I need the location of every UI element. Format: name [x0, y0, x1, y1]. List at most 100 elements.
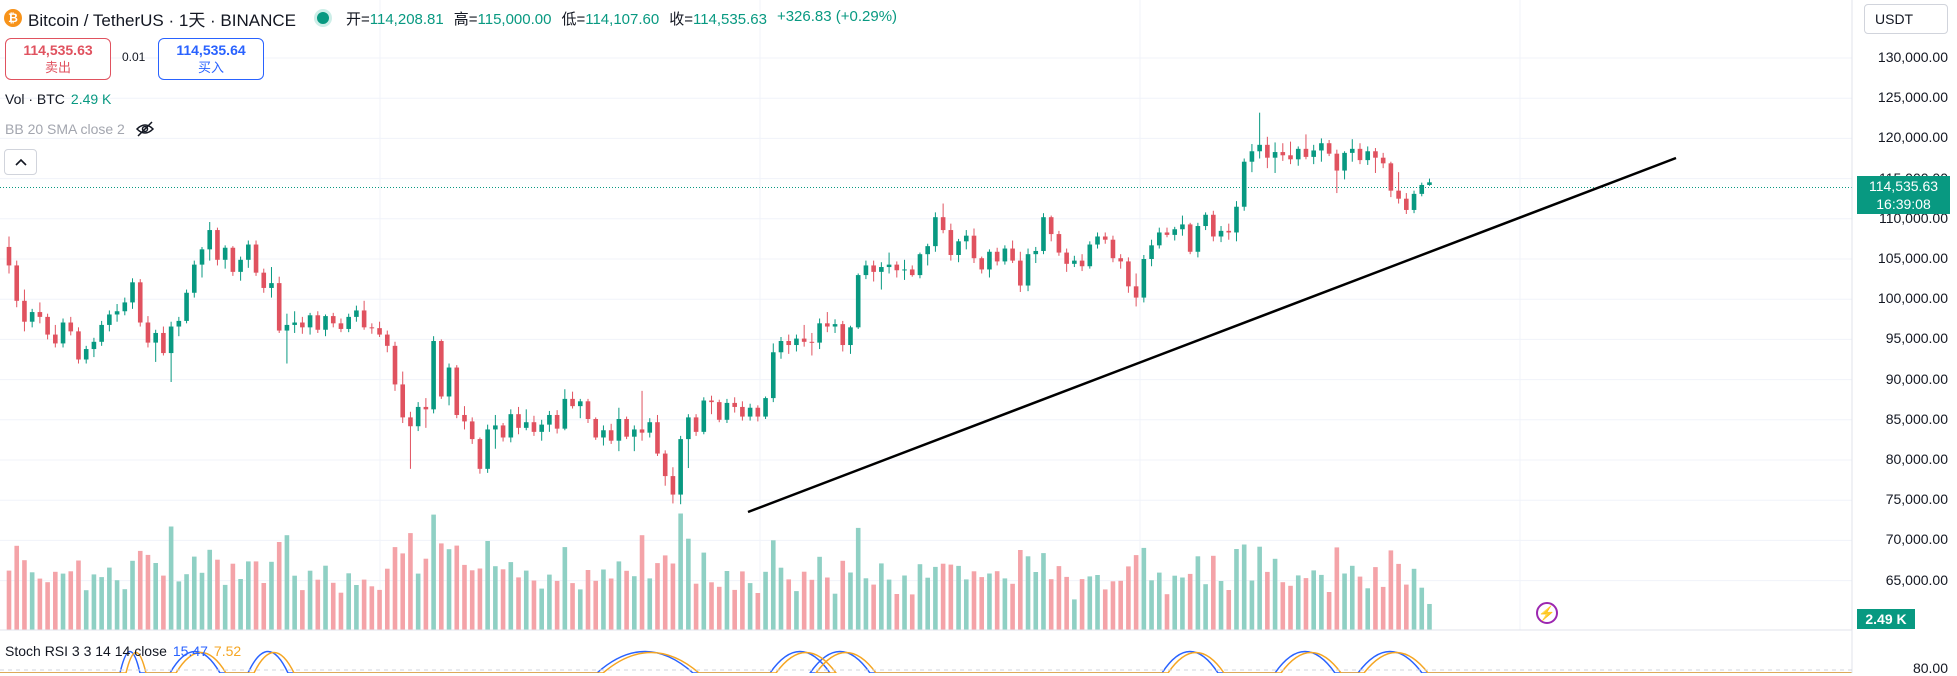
- volume-bar: [817, 556, 822, 630]
- candle-body: [114, 311, 120, 315]
- candle-body: [1180, 224, 1185, 230]
- candle-body: [1365, 151, 1371, 161]
- volume-bar: [593, 580, 599, 630]
- candle-body: [554, 414, 560, 429]
- candle-body: [361, 310, 367, 328]
- volume-legend[interactable]: Vol · BTC 2.49 K: [5, 91, 111, 107]
- volume-bar: [191, 556, 197, 630]
- volume-bar: [1056, 566, 1062, 630]
- candle-body: [801, 338, 807, 342]
- collapse-legend-button[interactable]: [4, 149, 37, 175]
- volume-bar: [1102, 589, 1108, 630]
- candle-body: [284, 324, 290, 331]
- symbol-title[interactable]: Bitcoin / TetherUS · 1天 · BINANCE: [28, 10, 296, 30]
- spread-value: 0.01: [122, 50, 146, 64]
- lightning-icon[interactable]: ⚡: [1536, 602, 1558, 624]
- sell-button[interactable]: 114,535.63 卖出: [5, 38, 111, 80]
- volume-bar: [1048, 579, 1054, 630]
- volume-bar: [361, 579, 367, 630]
- volume-bar: [1265, 571, 1270, 630]
- volume-bar: [585, 570, 591, 630]
- candle-body: [37, 312, 43, 317]
- candle-body: [655, 422, 660, 454]
- candle-body: [794, 338, 799, 346]
- price-axis-label: 125,000.00: [1877, 89, 1948, 106]
- currency-selector[interactable]: USDT: [1864, 4, 1948, 34]
- volume-bar: [956, 565, 961, 630]
- candle-body: [1427, 182, 1432, 185]
- volume-bar: [1187, 573, 1193, 630]
- candle-body: [1226, 230, 1232, 233]
- candle-body: [323, 316, 328, 330]
- candle-body: [137, 282, 143, 323]
- candle-body: [68, 322, 74, 332]
- candle-body: [1388, 163, 1394, 191]
- candle-body: [1172, 229, 1178, 235]
- bb-legend[interactable]: BB 20 SMA close 2: [5, 121, 155, 137]
- volume-bar: [145, 554, 151, 630]
- candle-body: [330, 316, 336, 324]
- volume-bar: [655, 563, 660, 630]
- candle-body: [130, 282, 135, 303]
- candle-body: [29, 312, 35, 322]
- volume-bar: [469, 570, 475, 630]
- volume-bar: [1288, 585, 1293, 630]
- candle-body: [879, 267, 884, 272]
- volume-bar: [1118, 580, 1123, 630]
- candle-body: [1164, 232, 1170, 235]
- volume-bar: [423, 558, 429, 630]
- candle-body: [1041, 217, 1046, 251]
- candle-body: [145, 322, 151, 343]
- candle-body: [1079, 260, 1085, 267]
- candle-body: [1118, 258, 1123, 262]
- volume-bar: [1280, 582, 1286, 630]
- candle-body: [500, 425, 506, 438]
- volume-bar: [176, 581, 182, 630]
- volume-bar: [539, 588, 544, 630]
- candle-body: [222, 247, 228, 260]
- volume-bar: [794, 591, 799, 630]
- volume-bar: [647, 578, 653, 630]
- stoch-legend[interactable]: Stoch RSI 3 3 14 14 close 15.47 7.52: [5, 643, 241, 659]
- candle-body: [909, 269, 915, 276]
- bb-label: BB 20 SMA close 2: [5, 121, 125, 137]
- volume-bar: [886, 579, 892, 630]
- candle-body: [716, 402, 722, 420]
- price-axis-label: 65,000.00: [1885, 571, 1948, 588]
- volume-bar: [855, 527, 861, 630]
- volume-bar: [547, 574, 552, 630]
- volume-bar: [439, 543, 444, 630]
- candle-body: [809, 341, 815, 343]
- volume-bar: [917, 564, 923, 630]
- candle-body: [1241, 161, 1247, 207]
- volume-bar: [678, 513, 683, 630]
- volume-bar: [1095, 575, 1100, 630]
- candle-body: [647, 422, 653, 433]
- volume-bar: [454, 545, 460, 630]
- volume-bar: [909, 594, 915, 630]
- buy-button[interactable]: 114,535.64 买入: [158, 38, 264, 80]
- candle-body: [747, 407, 753, 417]
- volume-bar: [53, 571, 58, 630]
- volume-bar: [770, 540, 776, 630]
- candle-body: [1195, 226, 1201, 252]
- volume-bar: [933, 566, 938, 630]
- trend-line[interactable]: [747, 156, 1677, 514]
- buy-label: 买入: [197, 60, 224, 75]
- volume-bar: [168, 526, 174, 630]
- market-open-status-icon: [314, 9, 332, 27]
- last-price-value: 114,535.63: [1868, 178, 1939, 194]
- volume-bar: [199, 572, 205, 630]
- volume-bar: [701, 552, 707, 630]
- eye-off-icon[interactable]: [135, 121, 155, 137]
- candle-body: [1126, 261, 1131, 287]
- candle-body: [608, 430, 614, 441]
- candle-body: [516, 414, 521, 428]
- volume-bar: [1249, 580, 1255, 630]
- candle-body: [1249, 151, 1255, 162]
- price-axis-label: 90,000.00: [1885, 370, 1948, 387]
- candle-body: [1149, 245, 1154, 259]
- volume-label: Vol · BTC: [5, 91, 65, 107]
- candle-body: [1048, 217, 1054, 235]
